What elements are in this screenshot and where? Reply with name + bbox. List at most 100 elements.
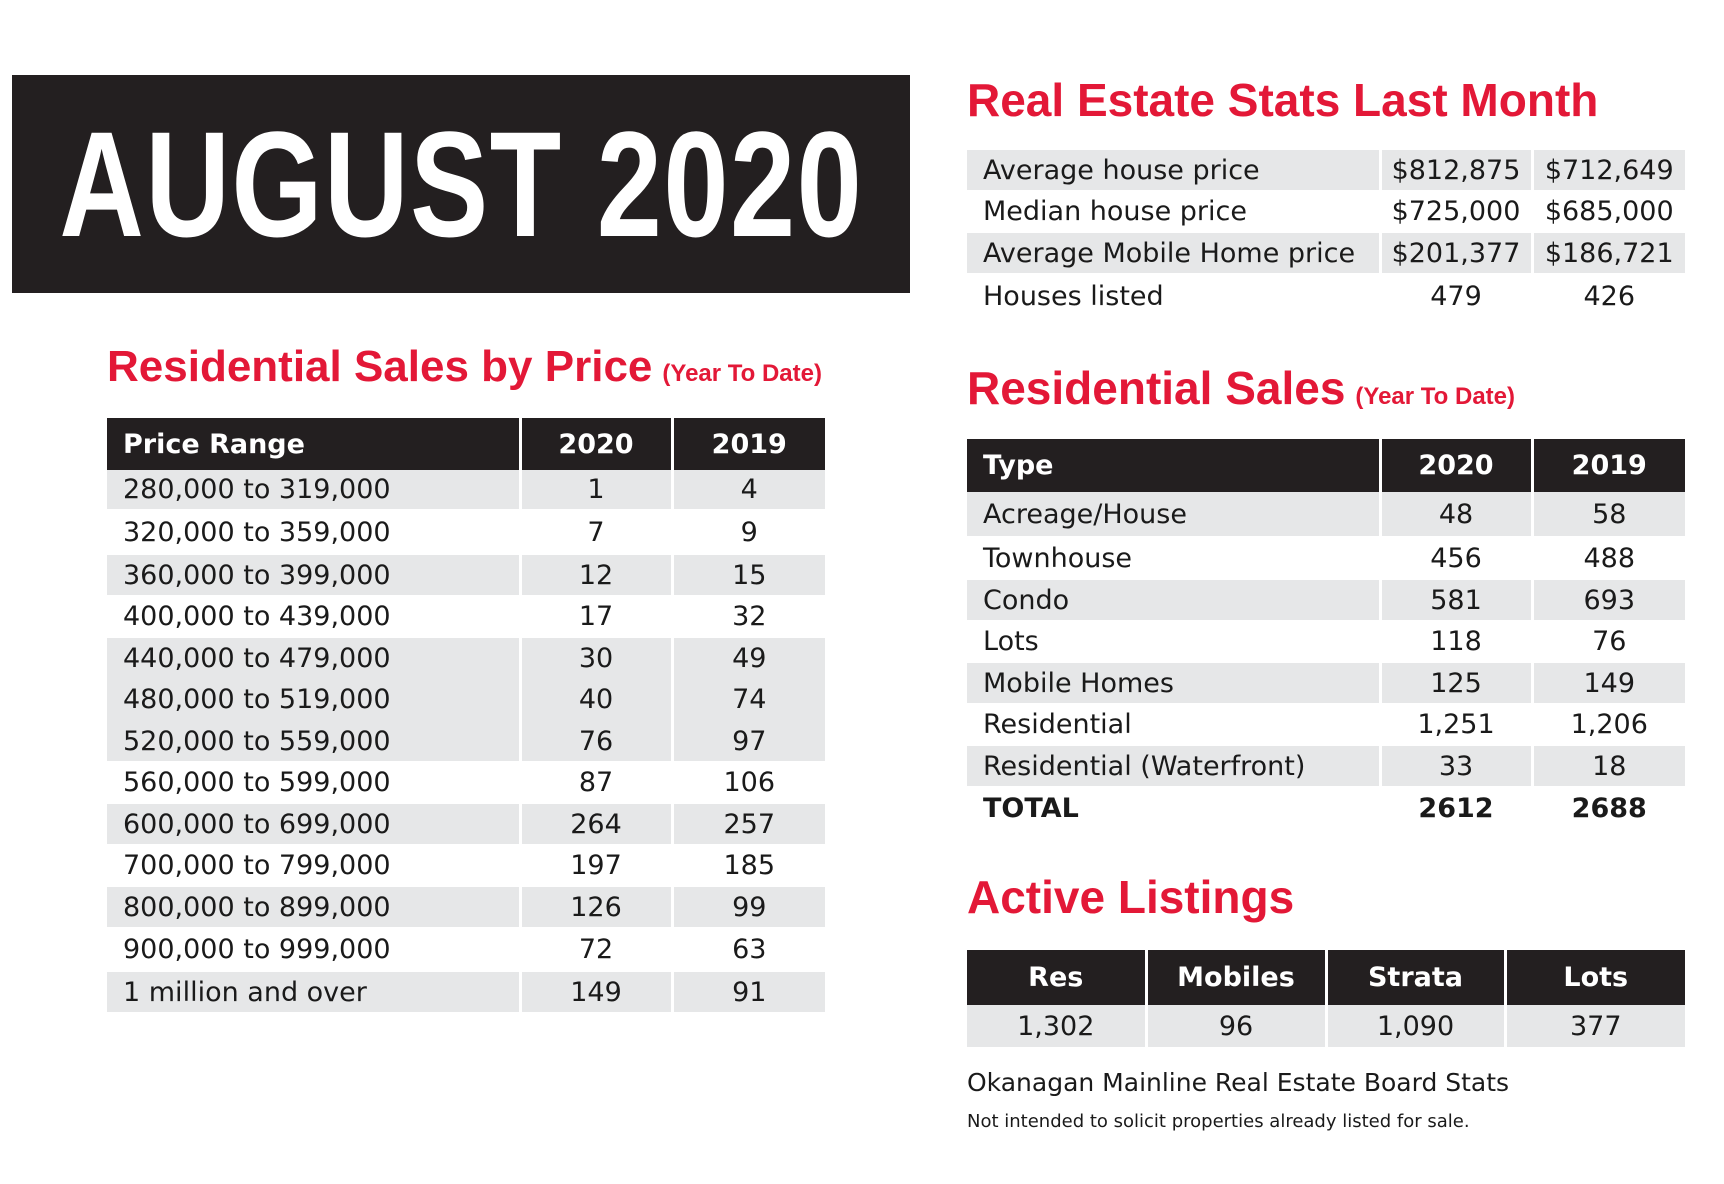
strata-value-cell: 1,090 (1324, 1005, 1505, 1047)
monthly-stats-table: Average house price $812,875 $712,649 Me… (967, 150, 1685, 319)
banner-title: AUGUST 2020 (59, 100, 863, 268)
value-2020-cell: 456 (1378, 536, 1532, 580)
table-row: 280,000 to 319,000 1 4 (107, 470, 825, 509)
stat-label-cell: Average house price (967, 150, 1380, 190)
value-2019-cell: 18 (1530, 746, 1685, 786)
total-row: TOTAL 2612 2688 (967, 786, 1685, 830)
price-range-cell: 320,000 to 359,000 (123, 516, 391, 548)
table-row: 320,000 to 359,000 7 9 (107, 509, 825, 555)
type-cell: Lots (983, 626, 1039, 657)
table-row: 1 million and over 149 91 (107, 972, 825, 1012)
value-2019-cell: 63 (670, 927, 825, 972)
value-2019-cell: 49 (670, 638, 825, 678)
price-range-cell: 560,000 to 599,000 (123, 767, 391, 798)
disclaimer-note: Not intended to solicit properties alrea… (967, 1111, 1470, 1132)
stat-label-cell: Median house price (983, 196, 1247, 227)
table-row: 440,000 to 479,000 30 49 (107, 638, 825, 678)
type-cell: Residential (983, 709, 1132, 740)
table-row: Average Mobile Home price $201,377 $186,… (967, 233, 1685, 273)
price-range-cell: 520,000 to 559,000 (107, 721, 520, 761)
header-2020: 2020 (1378, 439, 1532, 492)
value-2019-cell: 97 (670, 721, 825, 761)
active-listings-table: Res Mobiles Strata Lots 1,302 96 1,090 3… (967, 950, 1685, 1047)
table-row: 700,000 to 799,000 197 185 (107, 844, 825, 887)
value-2020-cell: 126 (518, 887, 672, 927)
value-2019-cell: 4 (670, 470, 825, 509)
stat-value-b-cell: $186,721 (1530, 233, 1685, 273)
stat-value-b-cell: $712,649 (1530, 150, 1685, 190)
value-2019-cell: 15 (670, 555, 825, 595)
stat-value-a-cell: $201,377 (1378, 233, 1532, 273)
value-2020-cell: 197 (518, 844, 672, 887)
price-range-cell: 600,000 to 699,000 (107, 804, 520, 844)
value-2019-cell: 74 (670, 678, 825, 721)
type-cell: Condo (967, 580, 1380, 620)
header-mobiles: Mobiles (1144, 950, 1326, 1005)
price-range-cell: 440,000 to 479,000 (107, 638, 520, 678)
table-row: Median house price $725,000 $685,000 (967, 190, 1685, 233)
price-range-cell: 1 million and over (107, 972, 520, 1012)
price-range-cell: 900,000 to 999,000 (123, 934, 391, 965)
value-2019-cell: 9 (670, 509, 825, 555)
value-2019-cell: 693 (1530, 580, 1685, 620)
value-2019-cell: 32 (670, 595, 825, 638)
value-2019-cell: 91 (670, 972, 825, 1012)
value-2020-cell: 7 (518, 509, 672, 555)
table-row: 360,000 to 399,000 12 15 (107, 555, 825, 595)
table-row: Lots 118 76 (967, 620, 1685, 663)
value-2020-cell: 33 (1378, 746, 1532, 786)
header-price-range: Price Range (107, 418, 520, 470)
table-row: 800,000 to 899,000 126 99 (107, 887, 825, 927)
stat-value-b-cell: 426 (1530, 273, 1685, 319)
value-2020-cell: 2612 (1378, 786, 1532, 830)
price-section-title-text: Residential Sales by Price (107, 342, 653, 391)
header-lots: Lots (1503, 950, 1685, 1005)
lots-value-cell: 377 (1503, 1005, 1685, 1047)
type-cell: Townhouse (983, 542, 1133, 574)
value-2020-cell: 48 (1378, 492, 1532, 536)
value-2020-cell: 17 (518, 595, 672, 638)
value-2020-cell: 40 (518, 678, 672, 721)
table-row: Acreage/House 48 58 (967, 492, 1685, 536)
header-2020: 2020 (518, 418, 672, 470)
value-2019-cell: 149 (1530, 663, 1685, 703)
stat-value-a-cell: $725,000 (1378, 190, 1532, 233)
table-row: 900,000 to 999,000 72 63 (107, 927, 825, 972)
header-strata: Strata (1324, 950, 1505, 1005)
stat-label-cell: Houses listed (983, 280, 1164, 312)
price-range-cell: 480,000 to 519,000 (107, 678, 520, 721)
value-2019-cell: 2688 (1530, 786, 1685, 830)
value-2020-cell: 30 (518, 638, 672, 678)
price-range-cell: 400,000 to 439,000 (123, 601, 391, 632)
table-row: 520,000 to 559,000 76 97 (107, 721, 825, 761)
table-row: 600,000 to 699,000 264 257 (107, 804, 825, 844)
table-row: 560,000 to 599,000 87 106 (107, 761, 825, 804)
table-row: Condo 581 693 (967, 580, 1685, 620)
price-range-cell: 800,000 to 899,000 (107, 887, 520, 927)
table-row: Mobile Homes 125 149 (967, 663, 1685, 703)
stats-section-title: Real Estate Stats Last Month (967, 74, 1599, 126)
month-banner: AUGUST 2020 (12, 75, 910, 293)
value-2019-cell: 257 (670, 804, 825, 844)
mobiles-value-cell: 96 (1144, 1005, 1326, 1047)
table-row: 1,302 96 1,090 377 (967, 1005, 1685, 1047)
value-2019-cell: 106 (670, 761, 825, 804)
res-value-cell: 1,302 (967, 1005, 1146, 1047)
table-header-row: Price Range 2020 2019 (107, 418, 825, 470)
source-note: Okanagan Mainline Real Estate Board Stat… (967, 1068, 1510, 1097)
header-res: Res (967, 950, 1146, 1005)
value-2020-cell: 264 (518, 804, 672, 844)
table-row: Townhouse 456 488 (967, 536, 1685, 580)
value-2020-cell: 12 (518, 555, 672, 595)
type-cell: Mobile Homes (967, 663, 1380, 703)
sales-section-subtitle: (Year To Date) (1355, 383, 1516, 410)
value-2020-cell: 72 (518, 927, 672, 972)
value-2019-cell: 76 (1530, 620, 1685, 663)
stat-value-a-cell: 479 (1378, 273, 1532, 319)
price-range-cell: 280,000 to 319,000 (107, 470, 520, 509)
table-header-row: Type 2020 2019 (967, 439, 1685, 492)
header-type: Type (967, 439, 1380, 492)
value-2020-cell: 125 (1378, 663, 1532, 703)
value-2020-cell: 1,251 (1378, 703, 1532, 746)
value-2019-cell: 488 (1530, 536, 1685, 580)
